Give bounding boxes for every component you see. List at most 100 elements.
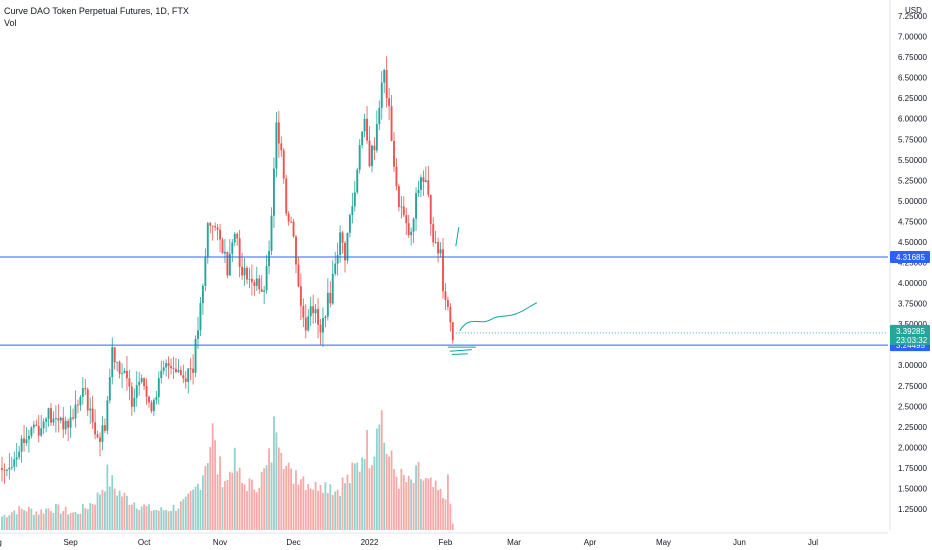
price-tick-label: 3.00000 (898, 361, 927, 370)
volume-bar (287, 462, 290, 530)
volume-bar (52, 513, 55, 530)
level-price-tag (890, 251, 930, 264)
volume-bar (410, 479, 413, 530)
candle-body (128, 378, 131, 387)
volume-bar (106, 464, 109, 530)
volume-bar (251, 479, 253, 530)
candle-body (344, 242, 346, 261)
candle-body (145, 386, 148, 397)
candle-body (334, 263, 337, 274)
volume-bar (444, 499, 447, 530)
candle-body (246, 267, 248, 280)
candle-body (219, 229, 221, 240)
volume-bar (270, 462, 273, 530)
price-tick-label: 5.75000 (898, 135, 927, 144)
volume-bar (162, 510, 165, 530)
time-tick-label: Nov (213, 538, 227, 547)
candle-body (175, 368, 177, 372)
candle-body (295, 236, 297, 265)
volume-bar (13, 510, 16, 530)
candle-body (304, 317, 307, 331)
candle-body (420, 177, 422, 190)
volume-bar (429, 477, 432, 530)
volume-bar (322, 492, 324, 530)
candle-body (437, 242, 440, 254)
horizontal-levels[interactable] (0, 256, 888, 346)
volume-bar (412, 482, 415, 530)
candle-body (255, 278, 258, 286)
price-tick-label: 4.50000 (898, 238, 927, 247)
volume-bar (67, 514, 70, 530)
candle-body (400, 206, 403, 208)
candle-body (393, 140, 395, 167)
pen-drawings[interactable] (447, 227, 538, 356)
volume-bar (30, 508, 33, 530)
candle-body (356, 169, 359, 193)
volume-bar (47, 508, 50, 530)
volume-bar (422, 480, 425, 530)
volume-bar (104, 491, 106, 530)
candle-body (243, 267, 246, 276)
volume-bar (302, 476, 305, 530)
candle-body (451, 322, 454, 341)
candle-body (50, 408, 52, 423)
candle-body (62, 417, 65, 430)
volume-bar (309, 488, 312, 530)
volume-bar (177, 508, 180, 530)
candle-body (187, 368, 190, 382)
time-tick-label: Jun (733, 538, 746, 547)
level-price-tag-label: 4.31685 (896, 253, 925, 262)
candle-body (439, 249, 442, 254)
candle-body (331, 273, 334, 304)
volume-bar (8, 515, 11, 530)
candle-body (263, 290, 266, 292)
time-tick-label: Oct (138, 538, 151, 547)
price-axis[interactable]: USD 1.25000 1.50000 1.75000 2.00000 2.25000 2.… (889, 0, 927, 530)
candle-body (324, 316, 327, 318)
volume-bar (10, 512, 13, 530)
candle-body (319, 324, 322, 333)
candle-body (91, 408, 94, 423)
volume-bar (378, 424, 381, 530)
candle-body (81, 388, 84, 397)
volume-bar (89, 503, 92, 530)
volume-bar (157, 510, 160, 530)
candle-body (253, 282, 256, 286)
volume-bar (15, 514, 18, 530)
candle-body (390, 106, 393, 141)
price-tick-label: 6.75000 (898, 53, 927, 62)
candle-body (273, 168, 275, 216)
volume-bar (25, 511, 28, 530)
candle-body (201, 286, 204, 304)
candle-body (326, 292, 329, 317)
volume-bar (62, 511, 65, 530)
candle-body (15, 457, 18, 460)
candle-body (449, 306, 452, 323)
candle-body (40, 428, 43, 436)
volume-bar (319, 485, 322, 530)
volume-bars (1, 410, 454, 530)
time-axis[interactable]: Aug Sep Oct Nov Dec 2022 Feb Mar Apr May Jun Jul (0, 532, 888, 547)
candle-body (84, 388, 87, 390)
volume-bar (91, 503, 94, 530)
candle-body (361, 131, 364, 146)
volume-bar (165, 509, 168, 530)
volume-bar (192, 489, 194, 530)
volume-bar (18, 506, 21, 530)
volume-bar (405, 482, 408, 530)
volume-bar (194, 486, 197, 530)
volume-bar (138, 510, 141, 530)
price-tick-label: 7.25000 (898, 12, 927, 21)
candle-body (339, 232, 342, 256)
volume-bar (111, 475, 114, 530)
candle-body (226, 251, 229, 276)
candle-body (1, 467, 3, 470)
volume-bar (402, 474, 405, 530)
volume-bar (317, 490, 319, 530)
last-price-tag (890, 324, 930, 345)
candle-body (366, 118, 368, 141)
candle-body (336, 255, 339, 264)
candle-body (380, 82, 383, 108)
volume-bar (182, 499, 185, 530)
